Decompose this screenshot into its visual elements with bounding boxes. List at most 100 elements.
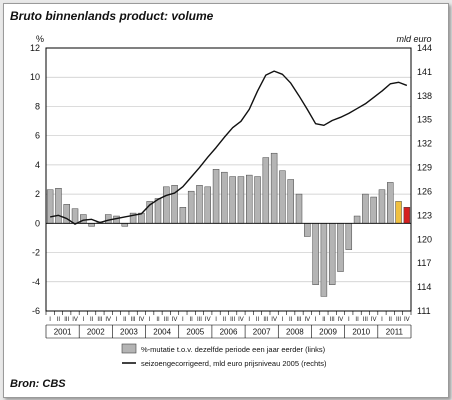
left-tick-label: 4	[35, 160, 40, 170]
quarter-label: I	[381, 317, 383, 323]
bar	[187, 190, 195, 224]
left-tick-label: -4	[32, 277, 40, 287]
year-label: 2007	[253, 328, 271, 337]
bar	[80, 214, 87, 224]
bar	[262, 157, 270, 224]
year-label: 2003	[120, 328, 138, 337]
bar	[353, 215, 361, 224]
bar	[229, 176, 236, 224]
quarter-label: I	[49, 317, 51, 323]
quarter-label: III	[263, 317, 268, 323]
quarter-label: II	[156, 317, 160, 323]
year-label: 2002	[87, 328, 105, 337]
right-tick-label: 117	[417, 258, 431, 268]
left-axis-unit: %	[36, 34, 44, 44]
year-label: 2001	[54, 328, 72, 337]
year-label: 2011	[386, 328, 404, 337]
quarter-label: I	[348, 317, 350, 323]
quarter-label: II	[322, 317, 326, 323]
right-axis-ticks: 111 114 117 120 123 126 129 132 135 138 141 144	[417, 43, 432, 316]
quarter-label: IV	[238, 317, 244, 323]
right-axis-unit: mld euro	[396, 34, 431, 44]
left-tick-label: 12	[30, 43, 40, 53]
left-tick-label: -2	[32, 248, 40, 258]
bar	[71, 208, 79, 224]
quarter-label: II	[57, 317, 61, 323]
year-label: 2006	[220, 328, 238, 337]
right-tick-label: 126	[417, 186, 432, 196]
quarter-label: II	[123, 317, 127, 323]
quarter-label: II	[389, 317, 393, 323]
quarter-label: III	[97, 317, 102, 323]
right-tick-label: 111	[417, 306, 431, 316]
bar	[328, 223, 336, 285]
right-tick-label: 114	[417, 282, 431, 292]
legend-line-label: seizoengecorrigeerd, mld euro prijsnivea…	[141, 359, 327, 368]
bar	[304, 223, 311, 237]
quarter-label: IV	[172, 317, 178, 323]
right-tick-label: 144	[417, 43, 432, 53]
bar	[387, 182, 394, 224]
quarter-label: IV	[271, 317, 277, 323]
left-tick-label: 10	[30, 72, 40, 82]
right-tick-label: 132	[417, 139, 432, 149]
bar	[221, 171, 228, 224]
quarter-label: I	[149, 317, 151, 323]
quarter-label: I	[116, 317, 118, 323]
bar	[345, 223, 353, 250]
bar	[88, 223, 95, 227]
right-tick-label: 135	[417, 115, 432, 125]
series-line	[50, 70, 408, 225]
quarter-label: III	[164, 317, 169, 323]
quarter-label: III	[297, 317, 302, 323]
bar	[287, 179, 294, 224]
bar	[279, 170, 286, 224]
quarter-label: III	[230, 317, 235, 323]
left-tick-label: 6	[35, 131, 40, 141]
bar	[212, 169, 220, 224]
x-axis: I II III IV I II III IV I II III IV I II III IV I II III IV…	[45, 311, 412, 339]
left-tick-label: -6	[32, 306, 40, 316]
bar	[370, 196, 377, 224]
quarter-label: III	[197, 317, 202, 323]
year-label: 2010	[352, 328, 370, 337]
quarter-label: IV	[404, 317, 410, 323]
year-label: 2008	[286, 328, 304, 337]
right-tick-label: 129	[417, 163, 432, 173]
quarter-label: IV	[205, 317, 211, 323]
bar	[163, 186, 170, 224]
quarter-label: IV	[105, 317, 111, 323]
quarter-label: III	[64, 317, 69, 323]
source-note: Bron: CBS	[10, 378, 66, 390]
right-tick-label: 120	[417, 234, 432, 244]
quarter-label: II	[90, 317, 94, 323]
quarter-label: III	[396, 317, 401, 323]
bar-series	[46, 152, 411, 297]
bar	[104, 214, 112, 224]
quarter-label: IV	[371, 317, 377, 323]
bar	[154, 198, 162, 224]
quarter-label: II	[223, 317, 227, 323]
bar	[179, 207, 187, 224]
left-tick-label: 2	[35, 189, 40, 199]
bar	[55, 188, 62, 224]
right-tick-label: 123	[417, 210, 432, 220]
quarter-label: II	[256, 317, 260, 323]
quarter-label: III	[363, 317, 368, 323]
quarter-label: II	[189, 317, 193, 323]
left-tick-label: 0	[35, 218, 40, 228]
quarter-label: I	[215, 317, 217, 323]
legend: %-mutatie t.o.v. dezelfde periode een ja…	[121, 343, 327, 368]
year-label: 2004	[153, 328, 171, 337]
bar	[237, 176, 245, 224]
year-label: 2009	[319, 328, 337, 337]
bar	[270, 152, 278, 224]
quarter-label: IV	[304, 317, 310, 323]
quarter-label: III	[131, 317, 136, 323]
right-tick-label: 138	[417, 91, 432, 101]
right-tick-label: 141	[417, 67, 432, 77]
quarter-label: I	[82, 317, 84, 323]
bar	[312, 223, 319, 285]
bar	[246, 174, 253, 224]
bar	[295, 193, 303, 224]
